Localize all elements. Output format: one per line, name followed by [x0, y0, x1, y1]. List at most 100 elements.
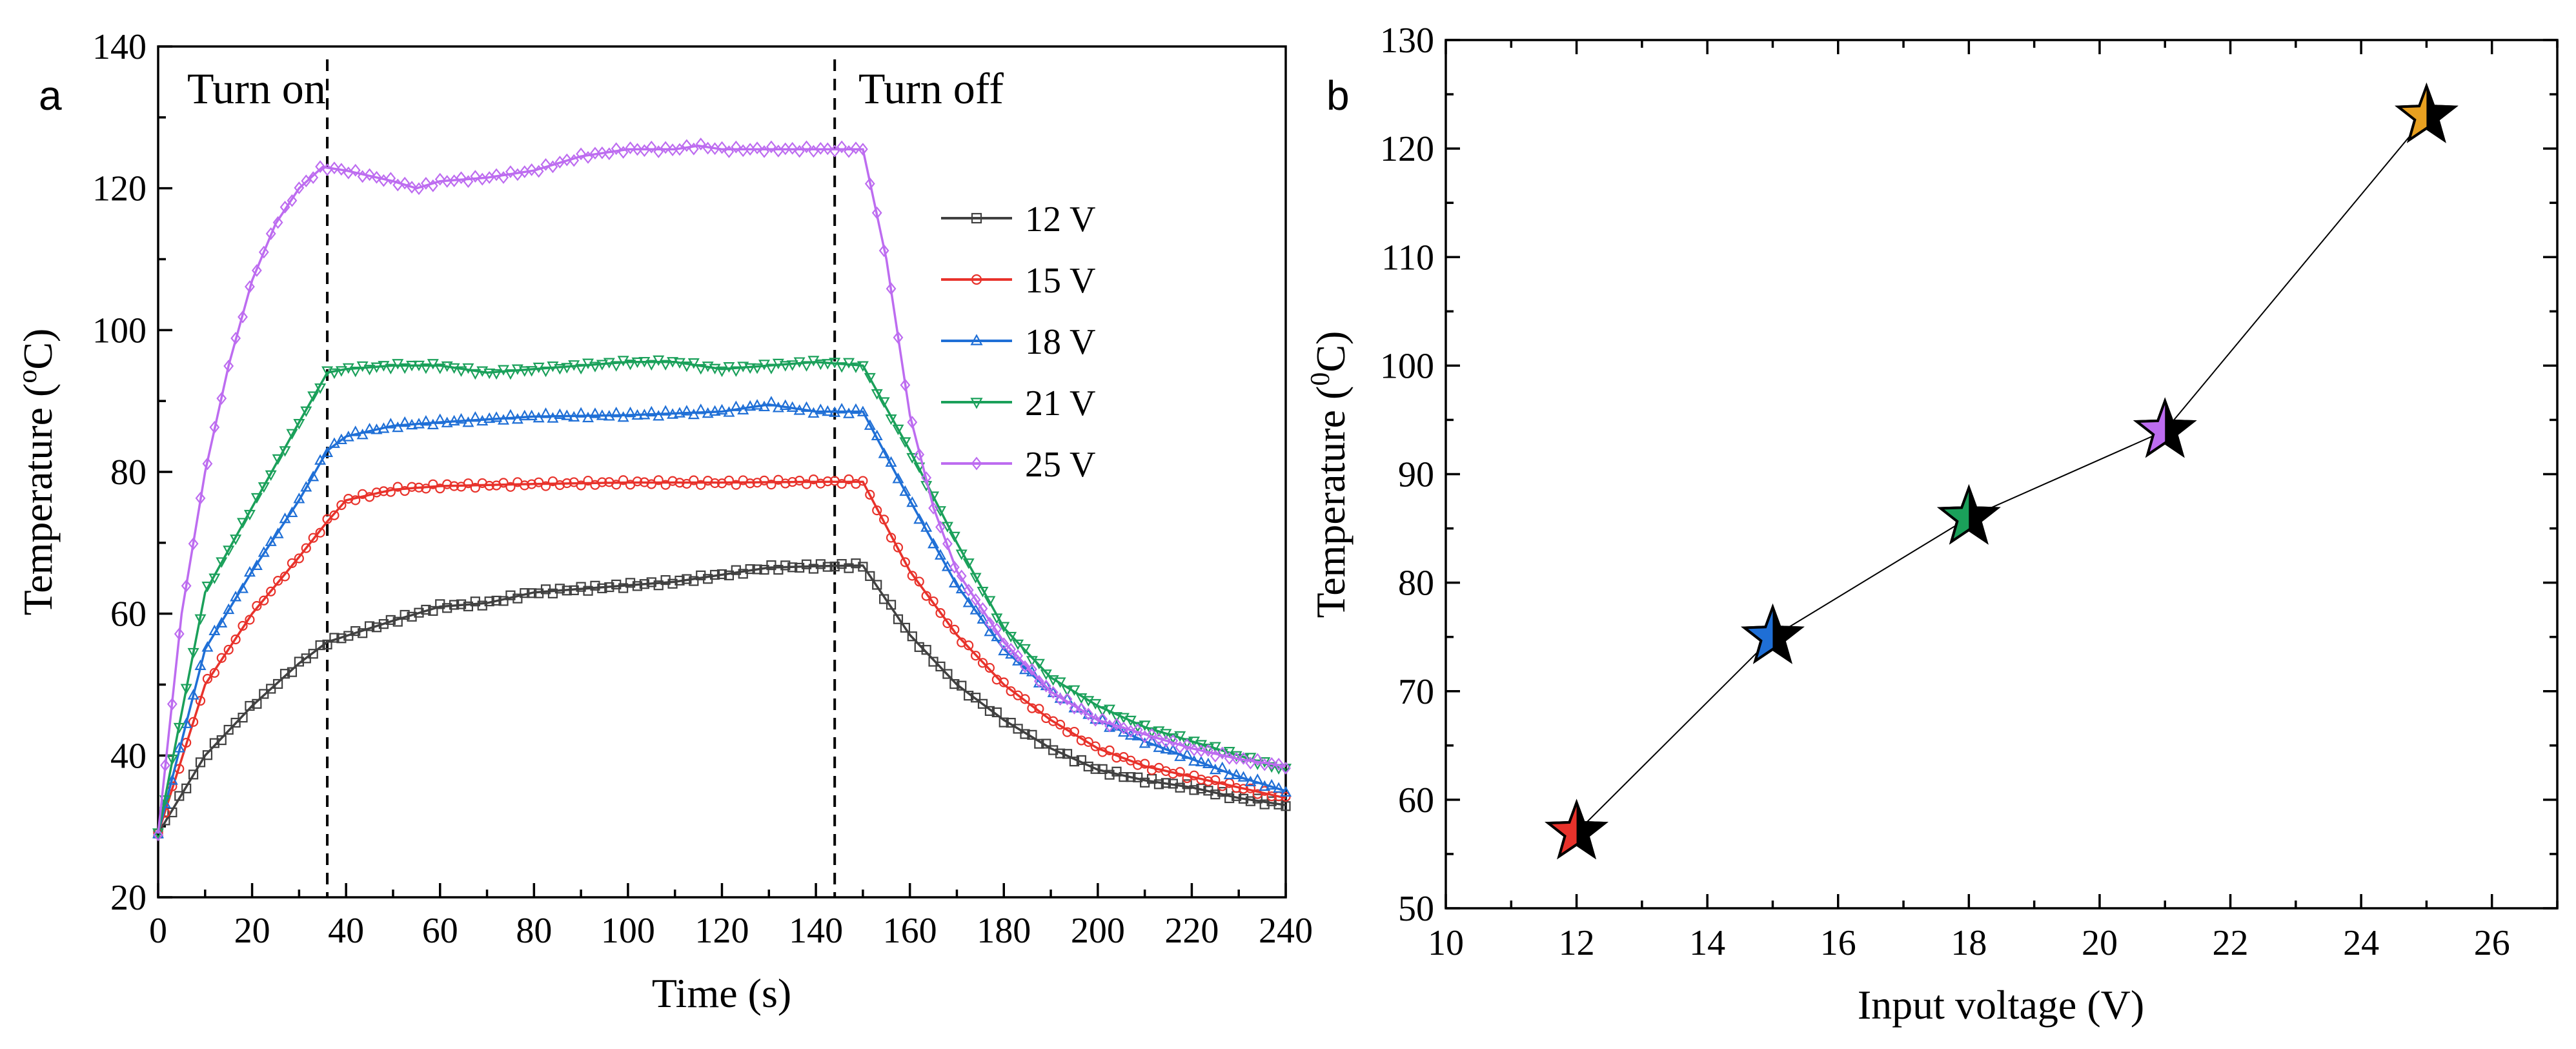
data-point-circle — [865, 489, 875, 500]
data-point-triangle-down — [969, 573, 982, 584]
data-point-triangle — [455, 412, 467, 424]
data-point-square — [1006, 718, 1016, 728]
data-point-diamond — [427, 179, 438, 192]
data-point-diamond — [1196, 744, 1206, 758]
data-point-square — [294, 657, 304, 667]
data-point-triangle — [321, 446, 334, 457]
data-point-diamond — [301, 174, 312, 188]
data-point-diamond — [181, 579, 192, 593]
data-point-circle — [273, 576, 283, 586]
data-point-triangle-down — [561, 363, 573, 374]
y-tick-label: 110 — [1381, 238, 1434, 278]
data-point-triangle — [589, 407, 601, 418]
data-point-square — [371, 622, 382, 633]
data-point-square — [1238, 793, 1249, 804]
data-point-square — [287, 667, 298, 677]
data-point-circle — [245, 615, 255, 625]
data-point-diamond — [695, 137, 706, 150]
data-point-diamond — [209, 421, 220, 434]
data-point-square — [709, 569, 720, 580]
data-point-triangle-down — [695, 364, 707, 375]
data-point-circle — [1097, 747, 1108, 757]
data-point-square — [1245, 796, 1256, 806]
data-point-circle — [907, 571, 917, 581]
data-point-diamond — [942, 537, 953, 551]
data-point-diamond — [851, 141, 861, 155]
data-point-triangle-down — [624, 360, 636, 371]
data-point-triangle — [702, 407, 714, 418]
x-tick-label: 100 — [601, 911, 655, 951]
data-point-triangle — [1174, 750, 1186, 761]
data-point-triangle — [906, 496, 918, 507]
data-point-square — [1034, 738, 1044, 749]
data-point-triangle-down — [779, 361, 791, 372]
data-point-square — [674, 575, 685, 586]
data-point-triangle — [667, 408, 679, 419]
data-point-circle — [745, 478, 755, 489]
data-point-triangle — [786, 401, 798, 412]
data-point-circle — [1062, 727, 1073, 737]
data-point-diamond — [611, 142, 622, 156]
data-point-triangle-down — [434, 363, 446, 374]
data-point-diamond — [977, 602, 988, 615]
legend-item: 25 V — [941, 445, 1095, 485]
data-point-diamond — [928, 502, 938, 515]
data-point-square — [329, 633, 340, 643]
data-point-circle — [1027, 703, 1037, 713]
data-point-circle — [844, 474, 854, 485]
data-point-triangle — [518, 409, 531, 421]
data-point-triangle — [399, 416, 411, 427]
data-point-diamond — [963, 584, 974, 597]
data-point-diamond — [829, 145, 840, 158]
data-point-diamond — [167, 697, 177, 711]
data-point-diamond — [202, 457, 213, 471]
data-point-triangle-down — [906, 453, 918, 464]
data-point-triangle-down — [230, 535, 242, 545]
data-point-square — [273, 678, 283, 689]
data-point-square — [400, 609, 410, 620]
data-point-circle — [759, 475, 769, 485]
data-point-triangle — [1273, 782, 1285, 793]
data-point-diamond — [618, 146, 629, 159]
data-point-diamond — [886, 282, 897, 296]
data-point-square — [716, 569, 727, 580]
data-point-square — [1259, 799, 1270, 810]
data-point-square — [795, 562, 805, 573]
data-point-triangle-down — [307, 391, 319, 402]
data-point-square — [1020, 729, 1030, 739]
data-point-triangle — [216, 616, 228, 628]
y-tick-label: 80 — [110, 453, 147, 493]
data-point-triangle — [279, 512, 291, 524]
data-point-circle — [822, 476, 833, 487]
data-point-square — [350, 626, 361, 637]
data-point-square — [907, 631, 917, 642]
data-point-triangle — [1237, 771, 1250, 782]
data-point-triangle — [864, 419, 876, 430]
panel-b-y-axis-title: Temperature (0C) — [1306, 331, 1354, 618]
data-point-diamond — [801, 140, 812, 154]
turn-on-annotation: Turn on — [187, 64, 326, 113]
data-point-square — [682, 574, 692, 584]
data-point-square — [900, 622, 910, 633]
data-point-triangle — [977, 613, 989, 624]
legend-label: 25 V — [1025, 445, 1095, 485]
legend-label: 12 V — [1025, 199, 1095, 239]
data-point-circle — [1133, 760, 1143, 770]
data-point-square — [957, 680, 967, 691]
data-point-diamond — [1153, 733, 1164, 746]
data-point-diamond — [1217, 746, 1228, 760]
data-point-square — [1210, 789, 1221, 800]
data-point-triangle — [928, 537, 940, 549]
panel-a-label: a — [39, 72, 62, 119]
data-point-diamond — [272, 216, 283, 229]
data-point-circle — [230, 634, 241, 645]
data-point-triangle-down — [716, 366, 728, 378]
data-point-triangle — [462, 416, 474, 427]
data-point-triangle — [194, 659, 207, 670]
data-point-circle — [667, 476, 678, 486]
data-point-triangle — [392, 421, 404, 433]
data-point-circle — [378, 486, 389, 496]
data-point-triangle-down — [864, 372, 876, 384]
data-point-circle — [301, 543, 311, 553]
